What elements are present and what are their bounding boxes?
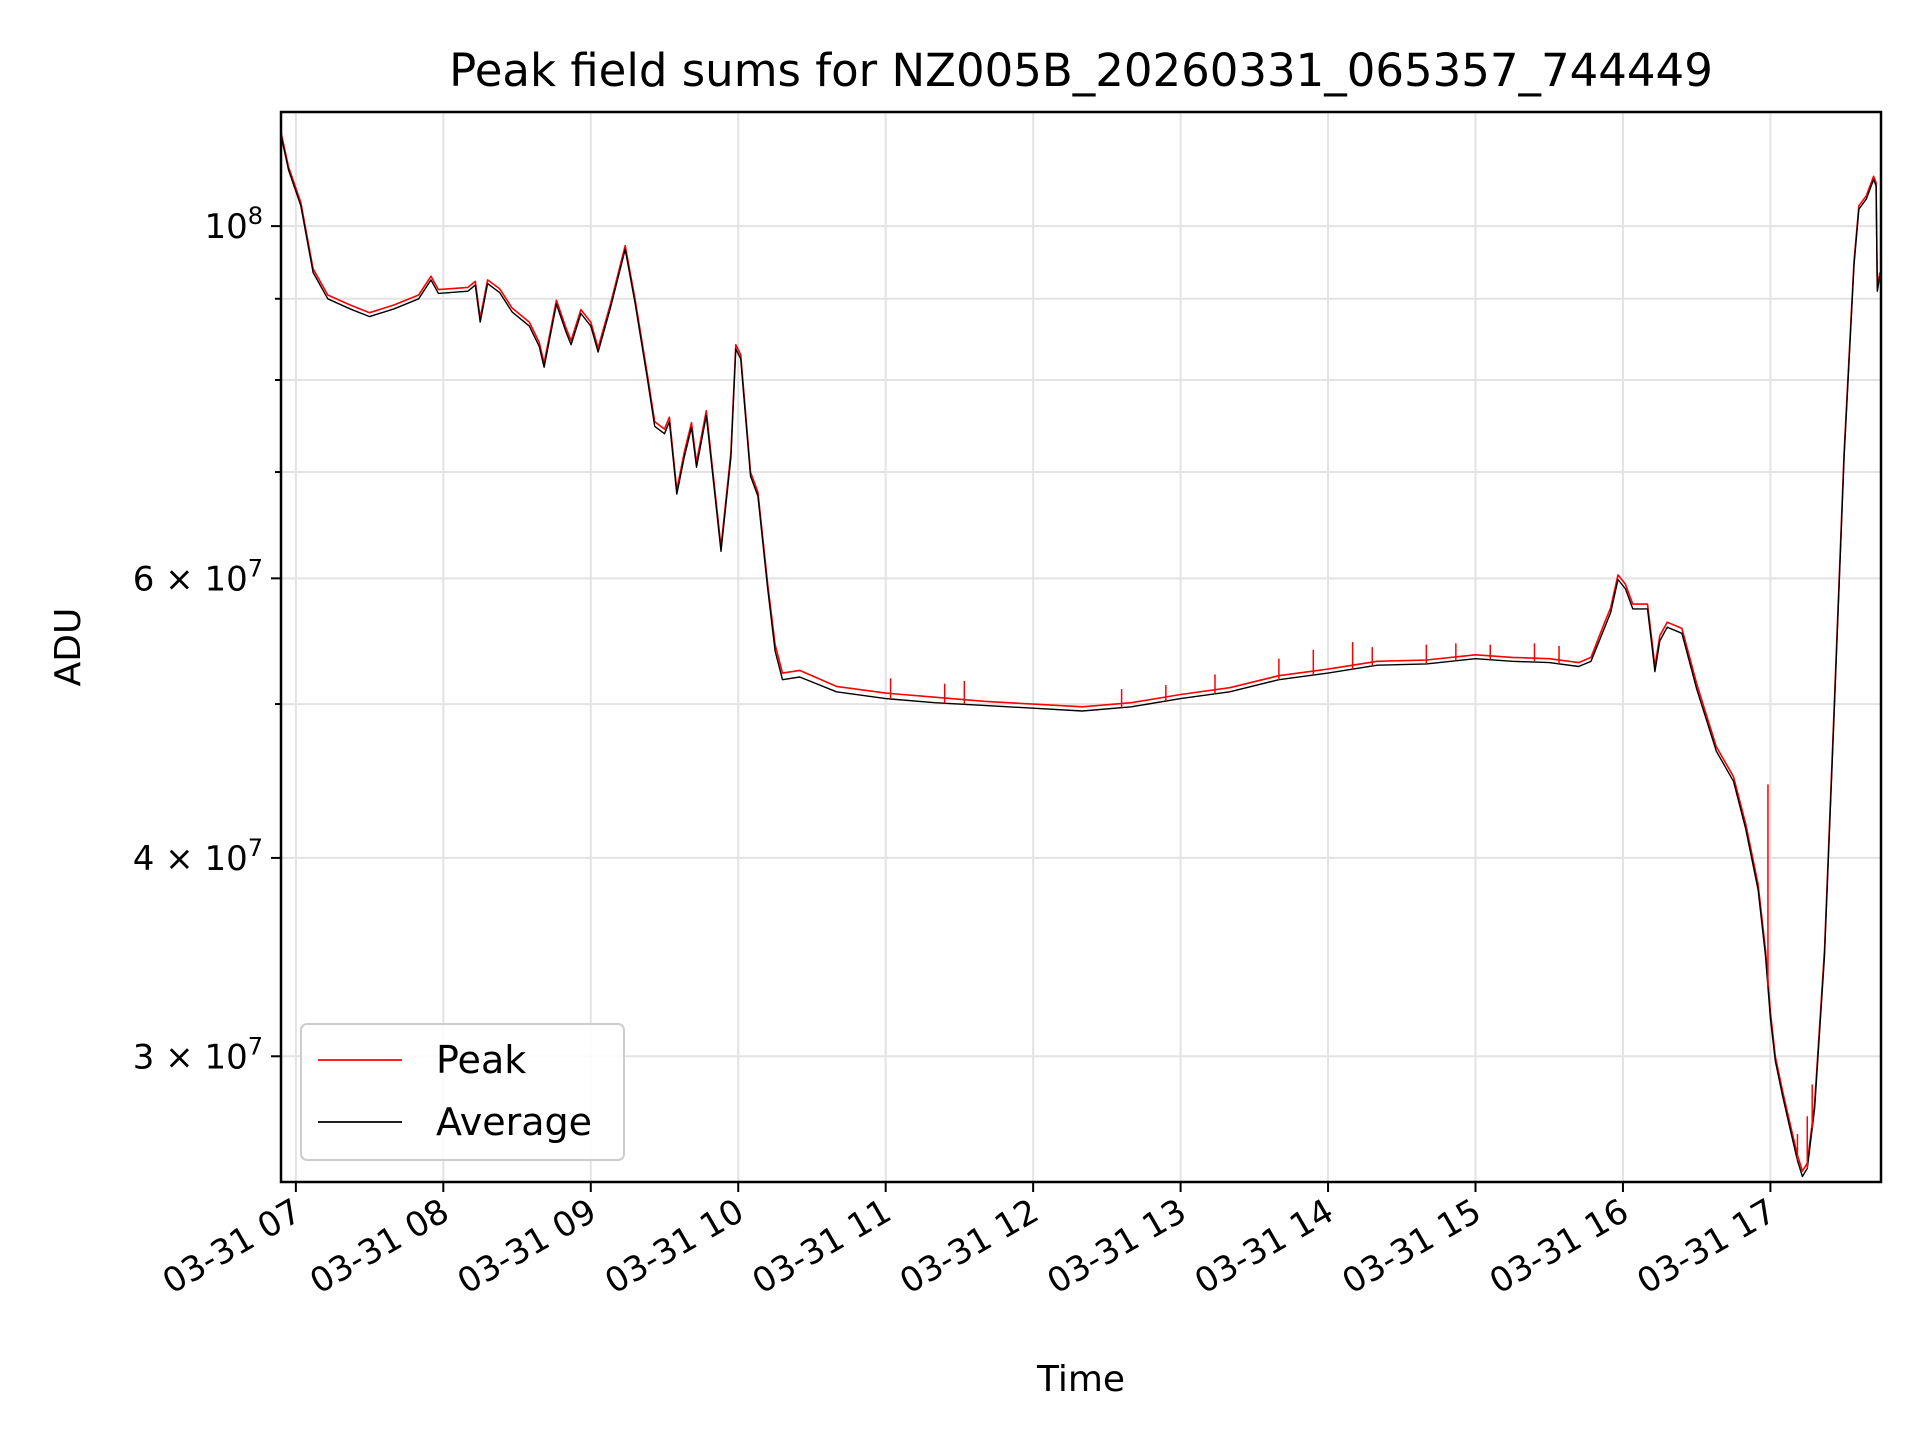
legend-box [300,1023,625,1161]
y-tick-base: 10 [204,1037,247,1077]
y-tick-base: 10 [204,839,247,879]
plot-series [281,132,1881,1178]
y-tick-exponent: 7 [248,1032,263,1060]
y-tick-exponent: 7 [248,554,263,582]
series-line-average [281,135,1881,1178]
x-axis-label: Time [1036,1359,1125,1400]
legend-label-average: Average [436,1100,592,1144]
y-tick-exponent: 8 [248,202,263,230]
y-tick-label: 4 × 107 [133,834,263,879]
y-tick-label: 3 × 107 [133,1032,263,1077]
y-tick-base: 10 [204,559,247,599]
y-tick-label: 6 × 107 [133,554,263,599]
y-tick-base: 10 [204,207,247,247]
y-tick-mantissa: 4 × [133,839,205,879]
legend: Peak Average [300,1023,625,1161]
y-axis-label: ADU [48,608,89,687]
y-tick-mantissa: 6 × [133,559,205,599]
plot-frame [279,110,1883,1184]
y-tick-exponent: 7 [248,834,263,862]
legend-label-peak: Peak [436,1038,526,1082]
y-tick-label: 108 [204,202,263,247]
y-tick-mantissa: 3 × [133,1037,205,1077]
chart-title: Peak field sums for NZ005B_20260331_0653… [449,44,1713,97]
